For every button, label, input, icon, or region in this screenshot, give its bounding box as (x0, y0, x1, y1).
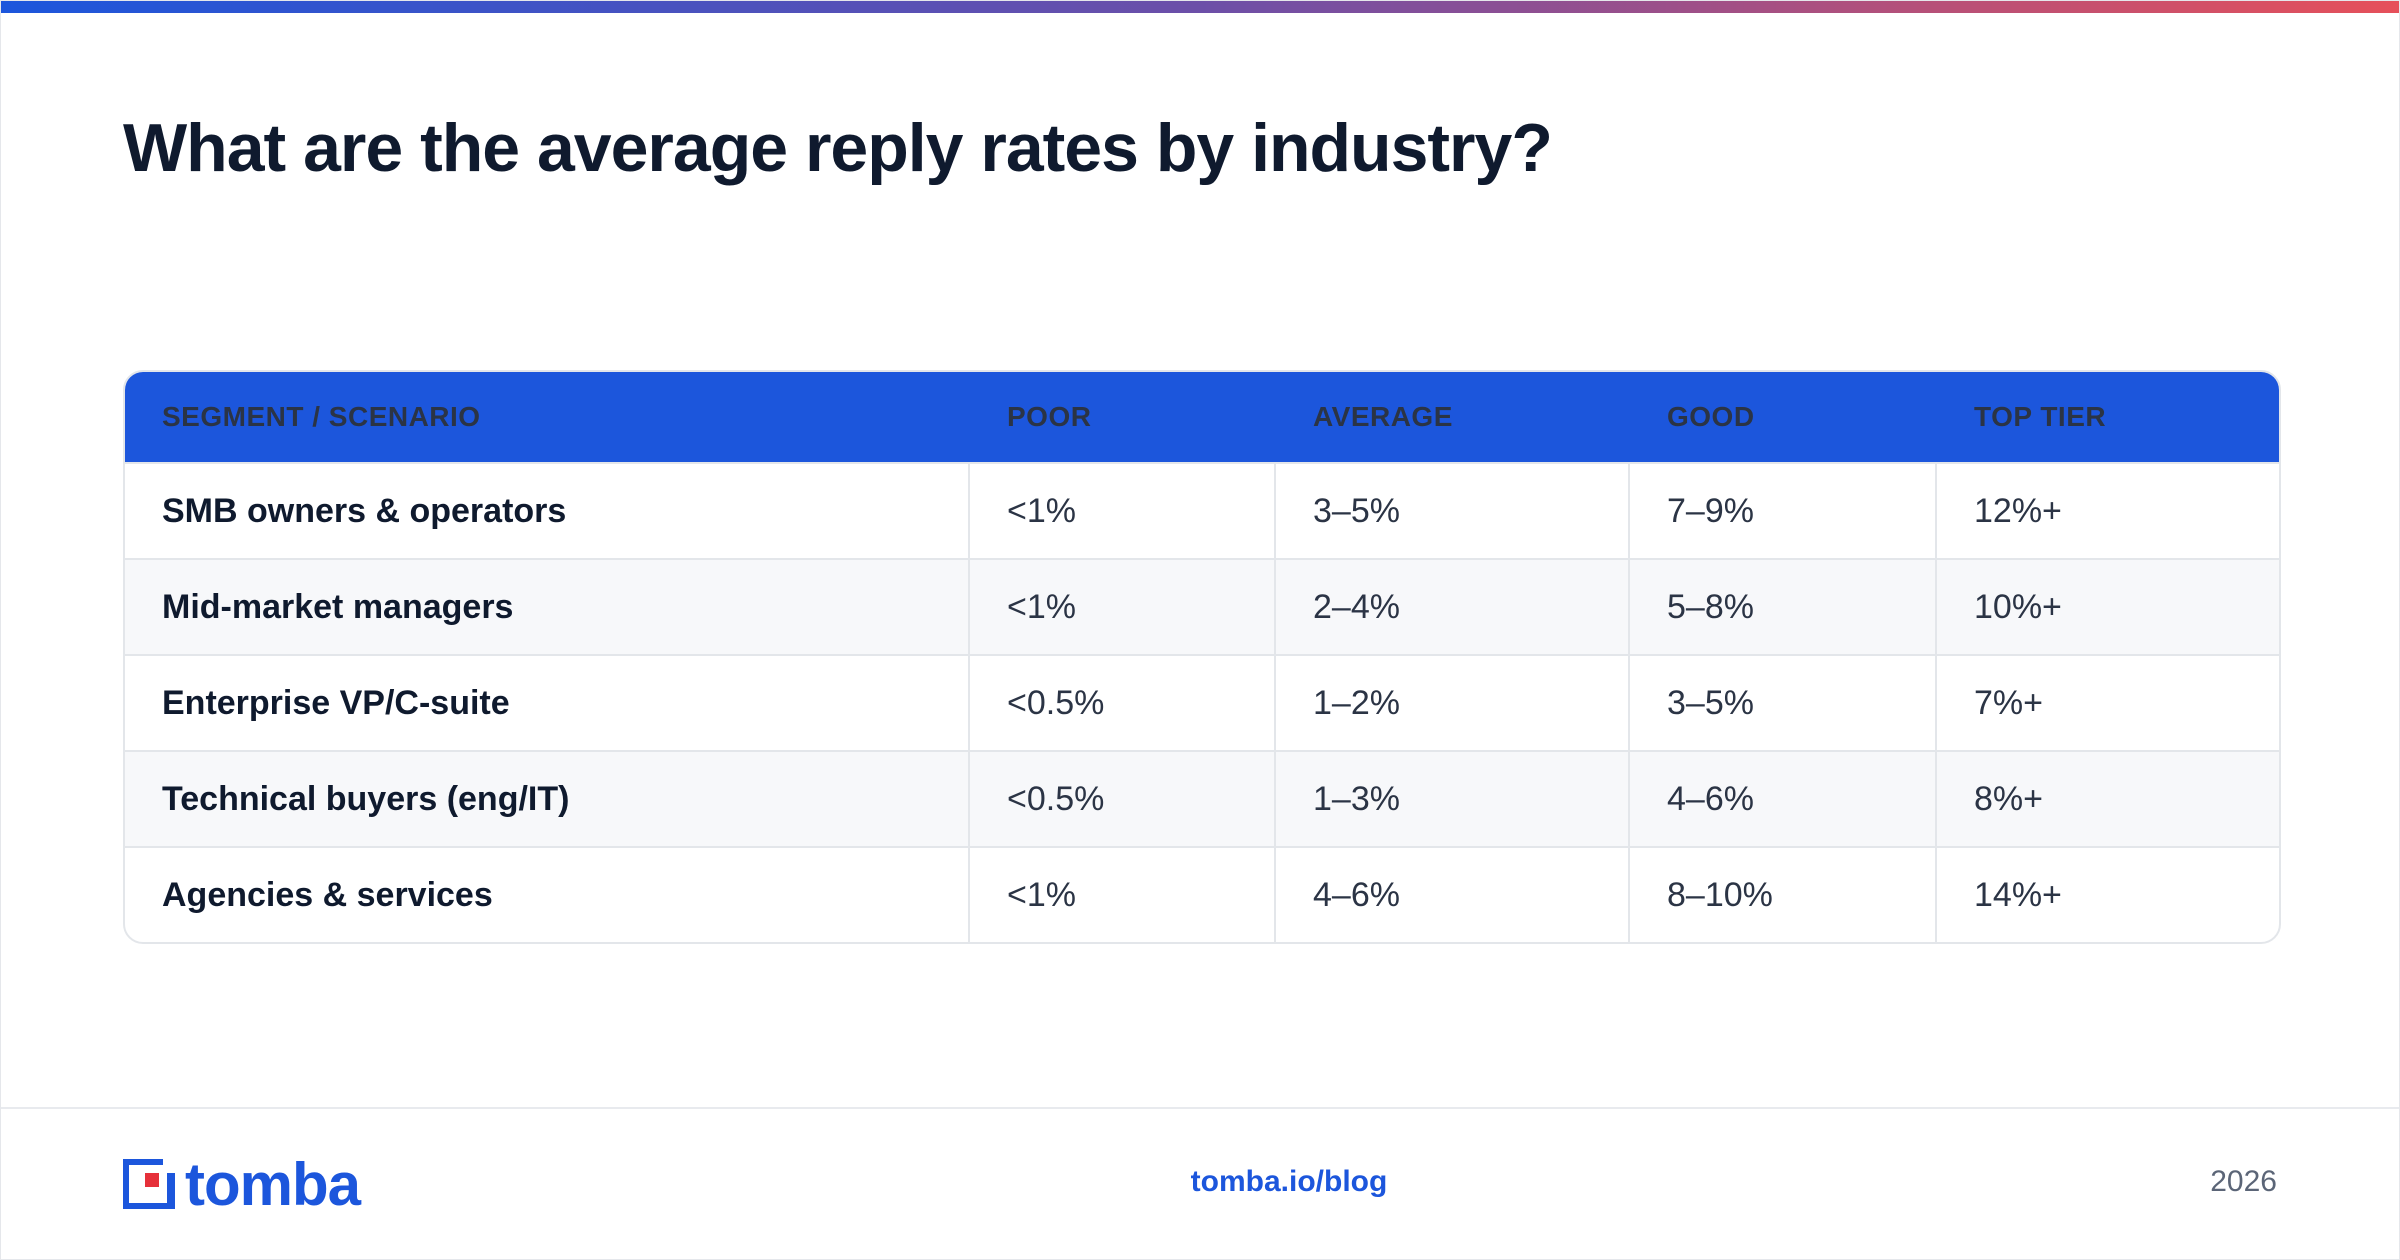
table-cell: 1–2% (1276, 656, 1630, 750)
table-cell: 4–6% (1630, 752, 1937, 846)
row-label: SMB owners & operators (125, 464, 970, 558)
row-label: Agencies & services (125, 848, 970, 942)
column-header: TOP TIER (1974, 401, 2107, 432)
table-cell: 2–4% (1276, 560, 1630, 654)
logo-icon (123, 1159, 177, 1209)
table-cell: 8–10% (1630, 848, 1937, 942)
logo-text: tomba (185, 1150, 361, 1218)
row-label: Mid-market managers (125, 560, 970, 654)
footer-year: 2026 (2210, 1165, 2277, 1198)
table-row: Enterprise VP/C-suite <0.5% 1–2% 3–5% 7%+ (125, 654, 2279, 750)
table-cell: 10%+ (1974, 587, 2062, 626)
page-title: What are the average reply rates by indu… (123, 110, 1553, 186)
table: SEGMENT / SCENARIO POOR AVERAGE GOOD TOP TIE… (123, 370, 2281, 944)
table-cell: <0.5% (970, 656, 1276, 750)
table-row: Technical buyers (eng/IT) <0.5% 1–3% 4–6% 8%… (125, 750, 2279, 846)
column-header: AVERAGE (1313, 401, 1453, 432)
column-header: POOR (1007, 401, 1092, 432)
table-cell: 8%+ (1974, 779, 2043, 818)
table-cell: <1% (970, 560, 1276, 654)
table-row: Agencies & services <1% 4–6% 8–10% 14%+ (125, 846, 2279, 942)
blog-link[interactable]: tomba.io/blog (1190, 1165, 1388, 1198)
table-row: Mid-market managers <1% 2–4% 5–8% 10%+ (125, 558, 2279, 654)
table-cell: 1–3% (1276, 752, 1630, 846)
table-cell: 7%+ (1974, 683, 2043, 722)
table-cell: 4–6% (1276, 848, 1630, 942)
footer-divider (1, 1107, 2399, 1109)
table-cell: 3–5% (1276, 464, 1630, 558)
table-cell: 12%+ (1974, 491, 2062, 530)
column-header: SEGMENT / SCENARIO (162, 401, 481, 432)
table-cell: <0.5% (970, 752, 1276, 846)
table-cell: <1% (970, 464, 1276, 558)
table-row: SMB owners & operators <1% 3–5% 7–9% 12%+ (125, 462, 2279, 558)
table-cell: 3–5% (1630, 656, 1937, 750)
table-cell: <1% (970, 848, 1276, 942)
logo[interactable]: tomba (123, 1151, 361, 1218)
column-header: GOOD (1667, 401, 1755, 432)
top-gradient-bar (1, 1, 2399, 13)
row-label: Technical buyers (eng/IT) (125, 752, 970, 846)
table-cell: 14%+ (1974, 875, 2062, 914)
table-cell: 7–9% (1630, 464, 1937, 558)
row-label: Enterprise VP/C-suite (125, 656, 970, 750)
table-cell: 5–8% (1630, 560, 1937, 654)
header-row: SEGMENT / SCENARIO POOR AVERAGE GOOD TOP TIE… (125, 372, 2279, 462)
